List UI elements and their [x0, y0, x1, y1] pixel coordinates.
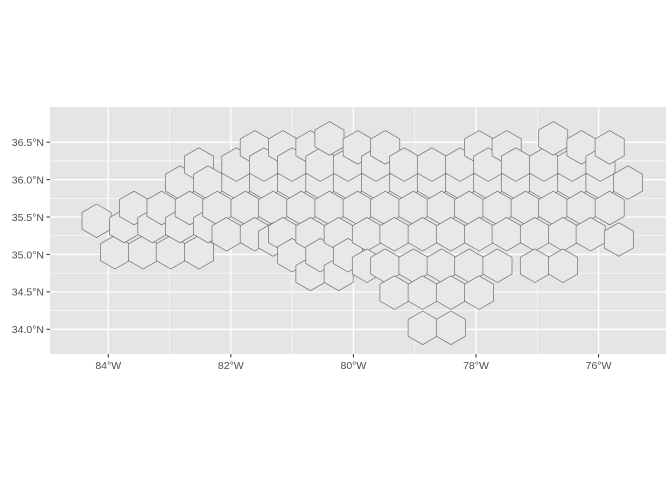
- hex-cell: [613, 165, 643, 200]
- hex-cell: [538, 121, 569, 156]
- y-tick-label: 36.0°N: [12, 174, 44, 186]
- y-tick-label: 34.5°N: [12, 287, 44, 299]
- hex-cell: [594, 190, 625, 226]
- x-tick-label: 78°W: [463, 360, 489, 372]
- hex-cell: [575, 216, 606, 252]
- hex-cell: [435, 310, 466, 346]
- y-tick-label: 36.5°N: [12, 137, 44, 149]
- hex-cell: [464, 275, 494, 310]
- y-tick-label: 35.0°N: [12, 249, 44, 261]
- y-tick-label: 35.5°N: [12, 212, 44, 224]
- x-tick-label: 82°W: [218, 360, 244, 372]
- hex-cell: [594, 130, 625, 165]
- hex-cell: [81, 203, 112, 239]
- x-tick-label: 76°W: [586, 360, 612, 372]
- x-axis: 84°W 82°W 80°W 78°W 76°W: [95, 354, 612, 372]
- hex-cell: [548, 248, 578, 283]
- hex-cell: [482, 248, 513, 283]
- x-tick-label: 84°W: [95, 360, 121, 372]
- hex-cell: [603, 222, 634, 257]
- y-axis: 34.0°N 34.5°N 35.0°N 35.5°N 36.0°N 36.5°N: [12, 137, 50, 336]
- hexagon-cells: [81, 121, 643, 346]
- x-tick-label: 80°W: [341, 360, 367, 372]
- y-tick-label: 34.0°N: [12, 324, 44, 336]
- hex-cell: [314, 121, 345, 156]
